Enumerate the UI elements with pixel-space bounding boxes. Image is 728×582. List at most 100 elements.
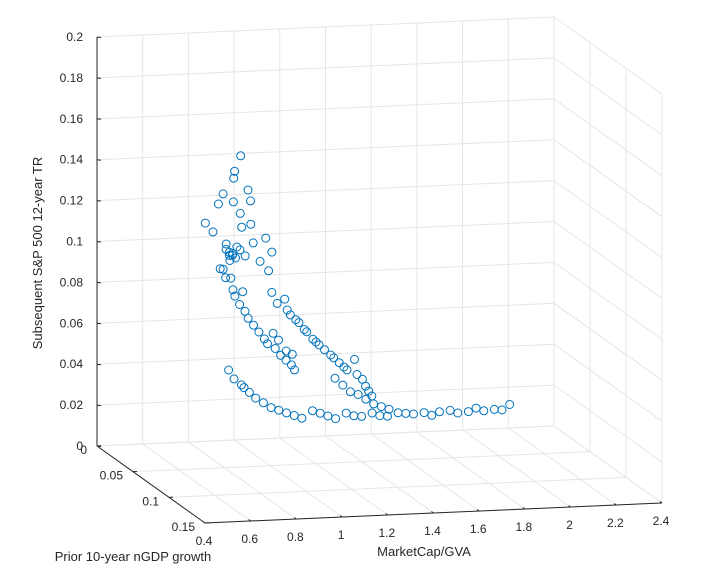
data-point	[286, 360, 296, 370]
data-point	[240, 251, 250, 261]
data-point	[232, 242, 242, 252]
x-tick-mark	[385, 513, 389, 516]
data-point	[299, 325, 309, 334]
data-point	[294, 318, 304, 328]
data-point	[427, 410, 437, 420]
z-tick-label: 0.12	[60, 194, 84, 208]
data-point	[270, 344, 280, 353]
x-tick-mark	[613, 503, 617, 506]
data-point	[302, 327, 312, 337]
data-point	[221, 273, 231, 283]
data-point	[369, 399, 379, 409]
gridline-floor-x	[142, 443, 251, 522]
gridline-floor-x	[370, 433, 480, 512]
data-point	[215, 264, 225, 274]
data-point	[243, 185, 253, 195]
gridline-side-z	[553, 57, 663, 136]
data-point	[308, 334, 318, 344]
data-point	[471, 403, 481, 413]
gridline-back-z	[96, 343, 555, 365]
z-axis-label: Subsequent S&P 500 12-year TR	[30, 157, 45, 349]
data-point	[281, 346, 291, 356]
data-point	[237, 380, 246, 390]
z-tick-label: 0.06	[60, 316, 84, 330]
data-point	[314, 340, 324, 350]
axes-layer	[96, 36, 663, 524]
data-point	[228, 249, 238, 258]
data-point	[231, 253, 240, 263]
data-point	[213, 199, 223, 209]
gridline-back-z	[96, 261, 555, 283]
data-point	[289, 411, 299, 420]
data-point	[263, 339, 272, 349]
z-tick-label: 0.04	[60, 357, 84, 371]
data-point	[254, 327, 264, 337]
x-tick-mark	[339, 515, 343, 518]
gridline-side-z	[553, 302, 663, 381]
data-point	[375, 411, 385, 421]
gridline-floor-x	[233, 439, 343, 518]
data-point	[255, 256, 265, 266]
data-point	[218, 264, 228, 274]
data-point	[236, 151, 246, 161]
gridline-side-z	[553, 16, 663, 95]
data-point	[315, 408, 325, 418]
data-point	[445, 405, 455, 415]
data-point	[244, 387, 254, 397]
gridline-floor-x	[325, 435, 434, 514]
data-point	[274, 335, 283, 345]
data-point	[276, 350, 286, 360]
gridline-floor-x	[416, 431, 526, 510]
z-tick-mark	[96, 445, 102, 447]
data-point	[353, 390, 363, 399]
data-point	[409, 409, 418, 419]
gridline-floor-y	[168, 476, 627, 498]
z-tick-label: 0.18	[60, 71, 84, 85]
data-point	[228, 285, 238, 295]
data-point	[291, 315, 301, 325]
data-point	[239, 383, 249, 393]
data-point	[282, 408, 291, 418]
data-point	[259, 334, 269, 344]
data-point	[249, 320, 258, 330]
x-tick-label: 1.2	[378, 526, 395, 540]
x-tick-mark	[431, 511, 434, 514]
z-tick-mark	[96, 281, 102, 284]
data-point	[268, 328, 278, 338]
data-point	[393, 408, 403, 418]
data-point	[479, 406, 489, 416]
data-point	[361, 381, 371, 391]
gridline-side-z	[553, 261, 663, 340]
data-point	[238, 287, 248, 297]
data-point	[453, 408, 463, 418]
data-point	[401, 408, 411, 418]
data-point	[264, 266, 274, 276]
data-point	[224, 365, 234, 375]
data-point	[326, 350, 336, 360]
x-tick-label: 1.4	[424, 524, 441, 538]
gridline-back-z	[96, 16, 555, 38]
gridline-back-z	[96, 302, 555, 324]
data-point	[208, 227, 218, 237]
data-point	[435, 407, 444, 417]
data-point	[384, 404, 394, 414]
data-point	[497, 405, 507, 415]
x-axis-label: MarketCap/GVA	[377, 544, 471, 559]
z-tick-mark	[96, 404, 102, 407]
y-tick-label: 0	[80, 443, 87, 457]
tick-labels: 0.4 0.6 0.8 1 1.2 1.4 1.6 1.8 2 2.2 2.4 0 0.05 0.1 0.1…	[60, 30, 670, 548]
z-tick-label: 0.16	[60, 112, 84, 126]
data-point	[329, 353, 339, 363]
data-point	[320, 345, 329, 355]
data-point	[200, 218, 210, 228]
x-tick-mark	[294, 517, 297, 520]
z-tick-label: 0.2	[66, 30, 83, 44]
x-tick-label: 0.6	[241, 532, 258, 546]
data-point	[290, 365, 299, 375]
z-tick-label: 0.14	[60, 153, 84, 167]
x-tick-label: 1	[338, 528, 345, 542]
x-tick-mark	[248, 519, 251, 522]
data-point	[226, 273, 236, 283]
data-point	[383, 411, 392, 421]
